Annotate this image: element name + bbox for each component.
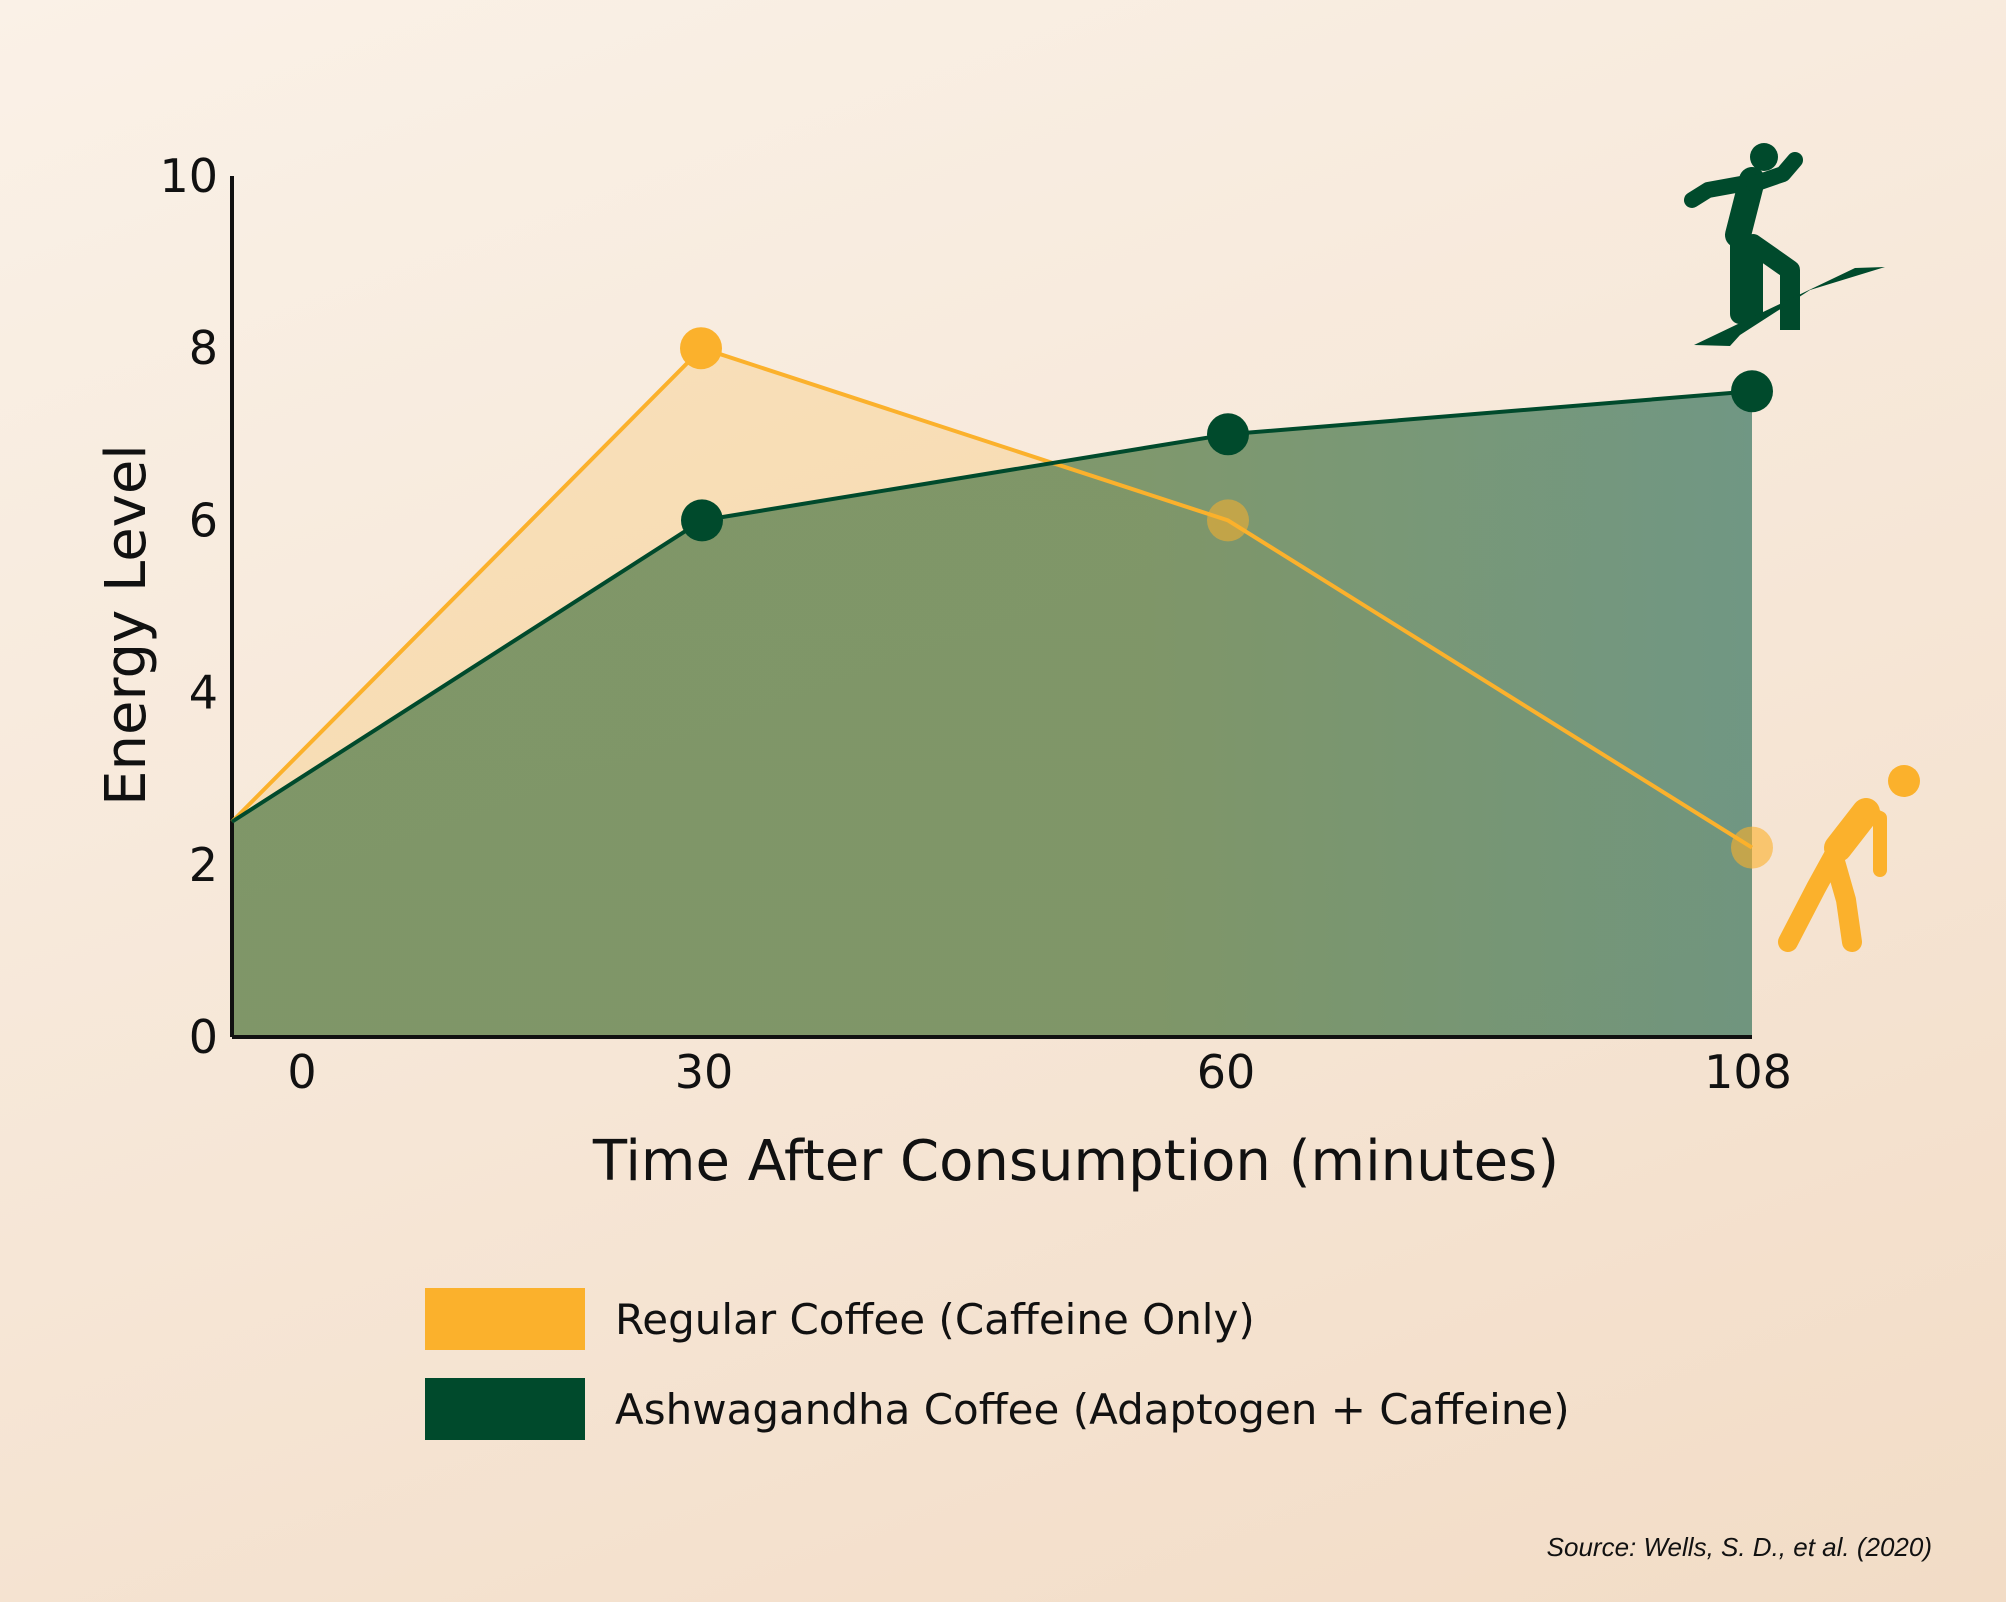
legend-label-regular-coffee: Regular Coffee (Caffeine Only) [615,1294,1255,1344]
x-tick-label: 0 [287,1045,316,1099]
x-axis-title: Time After Consumption (minutes) [592,1129,1559,1194]
axes [230,176,1752,1039]
point-regular-30 [680,327,722,370]
legend-swatch-ashwagandha-coffee [425,1378,585,1440]
y-tick-label: 8 [189,321,218,375]
area-ashwagandha-coffee [232,391,1752,1037]
point-regular-108 [1731,826,1773,869]
y-tick-label: 10 [159,149,218,203]
legend-item-ashwagandha-coffee: Ashwagandha Coffee (Adaptogen + Caffeine… [425,1377,1570,1441]
series-lines [230,346,1754,850]
legend-item-regular-coffee: Regular Coffee (Caffeine Only) [425,1287,1570,1351]
legend-label-ashwagandha-coffee: Ashwagandha Coffee (Adaptogen + Caffeine… [615,1384,1570,1434]
tired-walker-icon [1778,765,1920,952]
line-regular-coffee [230,346,1754,850]
y-tick-label: 4 [189,666,218,720]
series-areas [232,348,1752,1037]
y-axis-title: Energy Level [94,444,159,806]
point-ashwagandha-60 [1207,413,1249,456]
y-tick-label: 0 [189,1010,218,1064]
series-points [680,327,1773,869]
runner-climbing-icon [1684,143,1885,346]
tick-labels: 0 2 4 6 8 10 0 30 60 108 [159,149,1791,1099]
y-tick-label: 2 [189,838,218,892]
x-tick-label: 108 [1704,1045,1792,1099]
point-ashwagandha-30 [681,499,723,542]
legend-swatch-regular-coffee [425,1288,585,1350]
x-tick-label: 60 [1197,1045,1256,1099]
legend: Regular Coffee (Caffeine Only) Ashwagand… [425,1287,1570,1467]
source-citation: Source: Wells, S. D., et al. (2020) [1546,1532,1932,1562]
line-ashwagandha-coffee [230,389,1753,824]
x-tick-label: 30 [675,1045,734,1099]
point-ashwagandha-108 [1731,370,1773,413]
y-tick-label: 6 [189,493,218,547]
point-regular-60 [1207,499,1249,542]
